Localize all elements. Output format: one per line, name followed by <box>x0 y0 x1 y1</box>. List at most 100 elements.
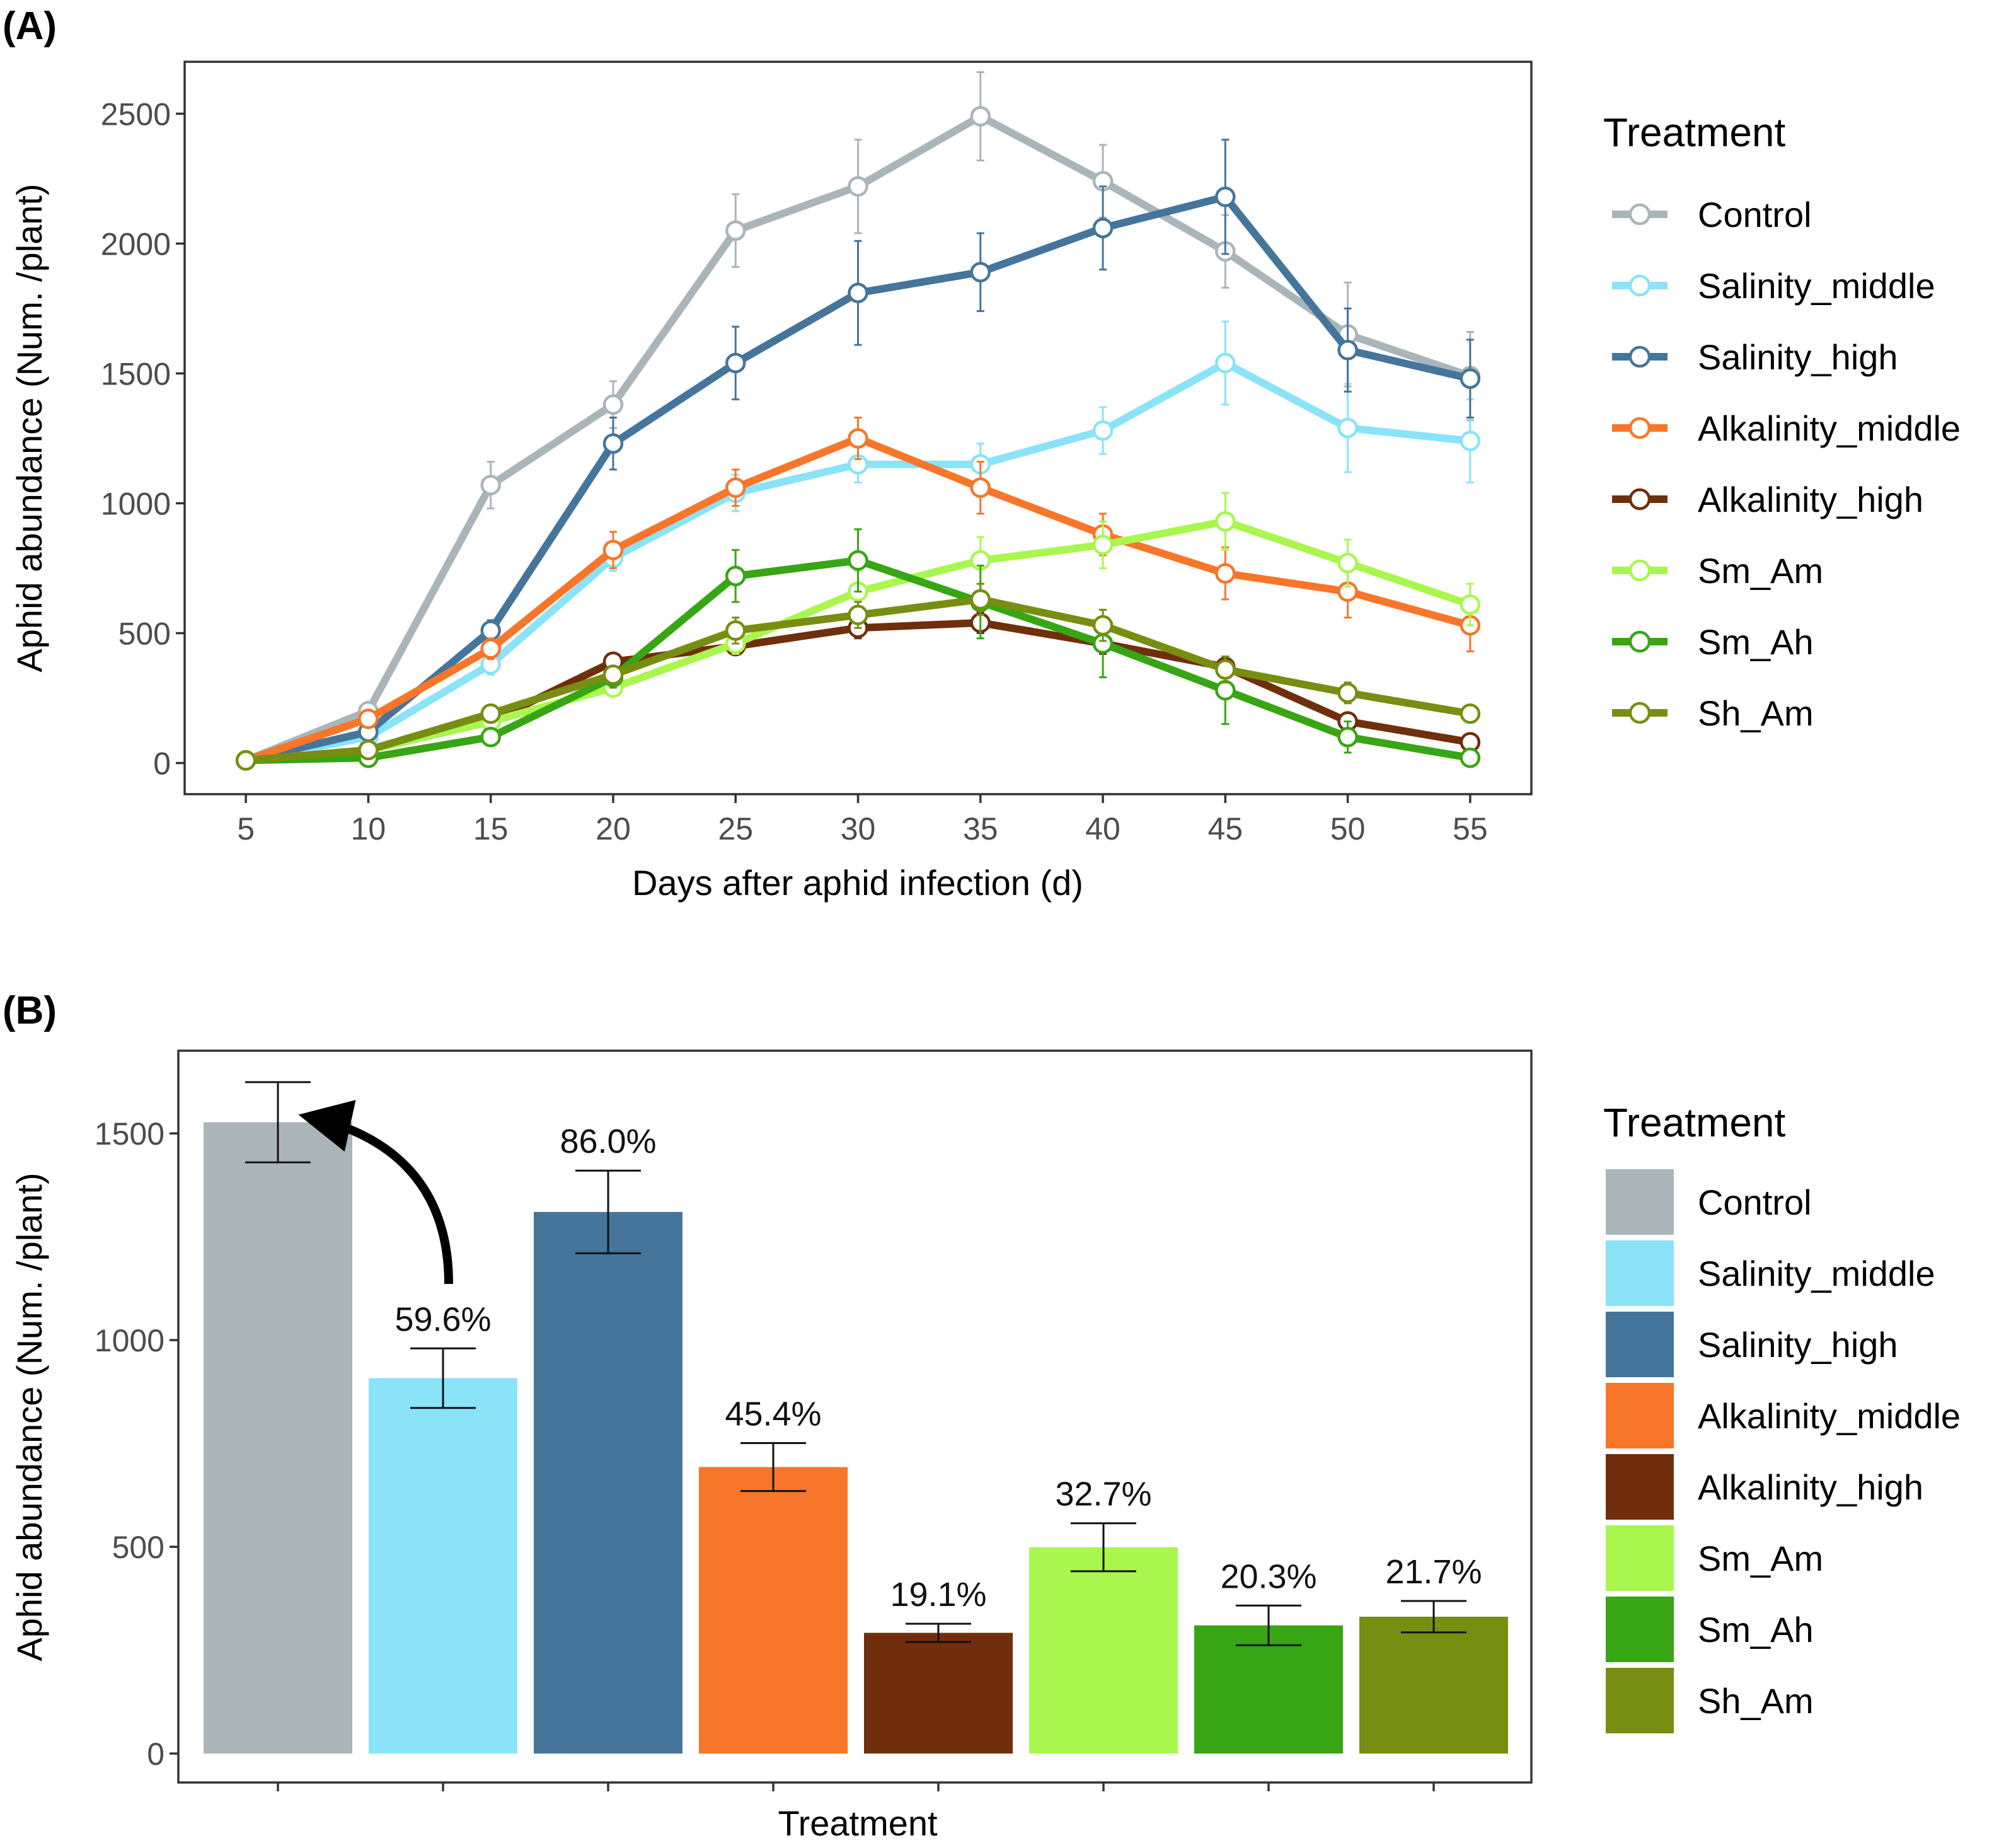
legend-item-salinity-high: Salinity_high <box>1606 1312 1898 1377</box>
legend-label: Salinity_high <box>1698 1325 1898 1365</box>
data-point <box>1215 187 1236 207</box>
data-point <box>848 550 868 571</box>
legend-item-alkalinity-middle: Alkalinity_middle <box>1612 408 1961 448</box>
bar-group-sh-am: 21.7% <box>1359 1553 1508 1754</box>
bar-sm-ah <box>1194 1625 1343 1754</box>
data-point <box>1215 563 1236 584</box>
data-point <box>1337 683 1358 703</box>
legend-label: Salinity_middle <box>1698 1254 1935 1293</box>
percent-label: 59.6% <box>395 1300 491 1338</box>
bar-group-control <box>204 1081 352 1754</box>
legend-marker <box>1628 417 1651 439</box>
legend-color-swatch <box>1606 1597 1674 1662</box>
data-point <box>970 262 991 283</box>
panel-a-y-tick-label: 1500 <box>101 356 171 391</box>
data-point <box>480 727 501 748</box>
bar-salinity-high <box>534 1211 683 1754</box>
data-point <box>1337 727 1358 748</box>
data-point <box>1092 534 1114 555</box>
data-point <box>235 750 256 771</box>
legend-label: Salinity_middle <box>1698 266 1935 306</box>
data-point <box>725 352 746 374</box>
legend-item-alkalinity-middle: Alkalinity_middle <box>1606 1383 1961 1448</box>
data-point <box>602 540 624 560</box>
bar-salinity-middle <box>369 1378 517 1754</box>
data-point <box>1460 703 1481 724</box>
legend-marker <box>1628 559 1651 582</box>
data-point <box>480 703 501 724</box>
data-point <box>358 739 379 761</box>
legend-item-sh-am: Sh_Am <box>1606 1668 1814 1733</box>
panel-b-plot-frame <box>177 1049 1533 1784</box>
legend-color-swatch <box>1606 1525 1674 1591</box>
percent-label: 20.3% <box>1220 1557 1316 1595</box>
panel-b-tag: (B) <box>3 989 57 1032</box>
control-comparison-arrow <box>298 1100 453 1285</box>
bar-alkalinity-middle <box>699 1467 848 1754</box>
legend-marker <box>1628 702 1651 724</box>
panel-a-y-tick-label: 500 <box>118 616 171 652</box>
panel-b-bar-chart: (B) 59.6%86.0%45.4%19.1%32.7%20.3% 21.7% … <box>3 989 1961 1843</box>
data-point <box>1460 368 1481 389</box>
legend-marker <box>1628 630 1651 653</box>
legend-item-salinity-middle: Salinity_middle <box>1606 1240 1935 1306</box>
legend-label: Alkalinity_high <box>1698 480 1923 519</box>
legend-color-swatch <box>1606 1312 1674 1377</box>
panel-a-y-tick-label: 1000 <box>101 486 171 521</box>
percent-label: 19.1% <box>890 1576 986 1614</box>
panel-a-y-tick-label: 0 <box>153 746 171 782</box>
data-point <box>1337 417 1358 439</box>
panel-a-x-tick-label: 15 <box>473 811 509 846</box>
data-point <box>480 638 501 659</box>
legend-item-salinity-middle: Salinity_middle <box>1612 266 1935 306</box>
legend-item-sh-am: Sh_Am <box>1612 693 1814 733</box>
bar-group-sm-ah: 20.3% <box>1194 1557 1343 1754</box>
bar-group-salinity-middle: 59.6% <box>369 1300 517 1754</box>
data-point <box>970 477 991 499</box>
data-point <box>1092 420 1114 441</box>
legend-color-swatch <box>1606 1169 1674 1235</box>
legend-label: Salinity_high <box>1698 337 1898 377</box>
data-point <box>1460 748 1481 768</box>
data-point <box>1460 594 1481 615</box>
series-salinity-high <box>235 139 1481 771</box>
data-point <box>358 708 379 729</box>
legend-label: Sh_Am <box>1698 693 1814 733</box>
panel-a-x-tick-label: 50 <box>1330 811 1366 846</box>
bar-sm-am <box>1029 1547 1178 1754</box>
bar-alkalinity-high <box>864 1632 1013 1754</box>
legend-label: Sm_Ah <box>1698 622 1814 662</box>
panel-b-legend-title: Treatment <box>1603 1100 1786 1145</box>
panel-a-x-tick-label: 45 <box>1208 811 1243 846</box>
panel-a-y-axis-title: Aphid abundance (Num. /plant) <box>9 183 49 672</box>
data-point <box>1215 352 1236 374</box>
bar-group-alkalinity-high: 19.1% <box>864 1576 1013 1754</box>
legend-label: Alkalinity_middle <box>1698 408 1961 448</box>
panel-b-y-tick-label: 0 <box>147 1736 164 1772</box>
data-point <box>602 433 624 454</box>
panel-a-x-tick-label: 20 <box>596 811 631 846</box>
panel-a-line-chart: (A) 0 500 1000 1500 2000 2500 5 10 15 20 25 30 35 40 4… <box>3 4 1961 903</box>
panel-a-x-tick-label: 5 <box>237 811 255 846</box>
legend-marker <box>1628 345 1651 368</box>
data-point <box>725 477 746 499</box>
legend-item-sm-am: Sm_Am <box>1606 1525 1823 1591</box>
percent-label: 86.0% <box>560 1123 656 1160</box>
panel-a-x-axis-title: Days after aphid infection (d) <box>632 863 1083 903</box>
data-point <box>480 620 501 641</box>
data-point <box>602 394 624 415</box>
panel-a-x-tick-label: 10 <box>351 811 386 846</box>
legend-color-swatch <box>1606 1383 1674 1448</box>
panel-a-tag: (A) <box>3 4 57 48</box>
series-line-alkalinity-high <box>242 619 1474 765</box>
data-point <box>1460 430 1481 451</box>
data-point <box>1092 615 1114 636</box>
data-point <box>1337 553 1358 574</box>
legend-item-sm-am: Sm_Am <box>1612 551 1823 591</box>
data-point <box>848 282 868 303</box>
data-point <box>1215 511 1236 532</box>
percent-label: 21.7% <box>1385 1553 1482 1591</box>
legend-label: Alkalinity_high <box>1698 1467 1923 1507</box>
legend-label: Alkalinity_middle <box>1698 1396 1961 1436</box>
